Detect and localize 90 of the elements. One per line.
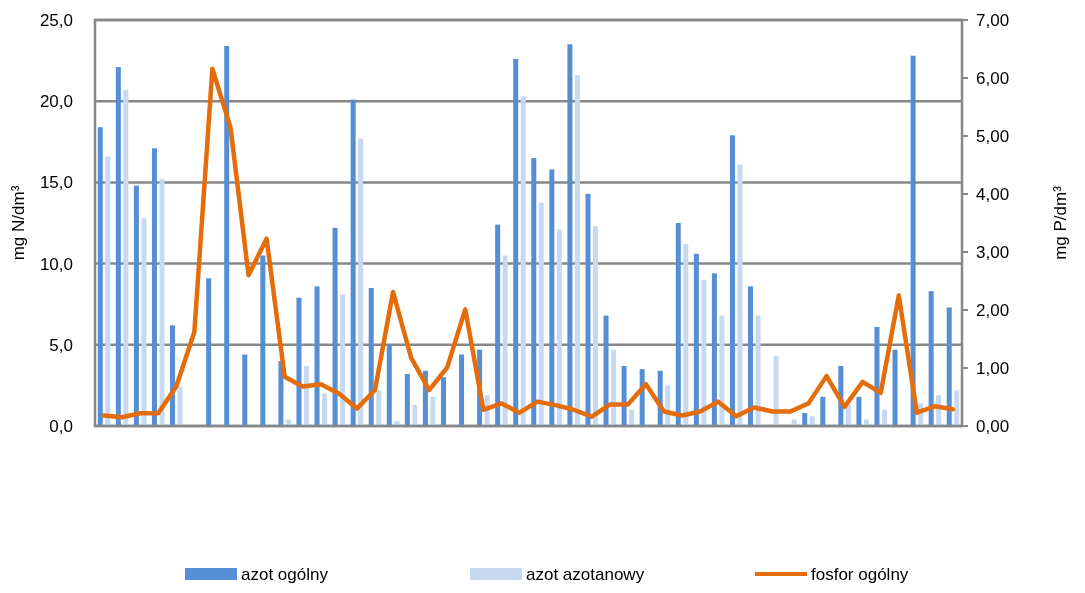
- bar: [296, 297, 302, 426]
- bar: [159, 179, 165, 426]
- bar: [170, 325, 176, 426]
- bar: [502, 255, 508, 426]
- legend-label: fosfor ogólny: [811, 565, 909, 584]
- bar: [404, 374, 410, 426]
- y-tick-label: 20,0: [39, 92, 73, 112]
- bar: [711, 273, 717, 426]
- bar: [513, 58, 519, 426]
- bar: [412, 404, 418, 426]
- y-tick-label: 10,0: [39, 254, 73, 274]
- bar: [675, 223, 681, 426]
- y2-tick-label: 1,00: [976, 358, 1010, 378]
- y-axis-title: mg N/dm³: [9, 185, 28, 261]
- y2-tick-label: 5,00: [976, 126, 1010, 146]
- bar: [386, 344, 392, 426]
- bar: [440, 377, 446, 426]
- y-tick-label: 15,0: [39, 173, 73, 193]
- bar: [322, 393, 328, 426]
- bar: [574, 75, 580, 426]
- bar: [611, 349, 617, 426]
- bar: [495, 224, 501, 426]
- bar: [206, 278, 212, 426]
- y2-tick-label: 4,00: [976, 184, 1010, 204]
- y-tick-label: 25,0: [39, 10, 73, 30]
- bar: [123, 89, 129, 426]
- bar: [260, 255, 266, 426]
- bar: [133, 185, 139, 426]
- bar: [748, 286, 754, 426]
- bar: [809, 416, 815, 426]
- bar: [881, 409, 887, 426]
- bar: [856, 396, 862, 426]
- bar: [567, 44, 573, 426]
- bar: [368, 287, 374, 426]
- bar: [549, 169, 555, 426]
- bar: [820, 396, 826, 426]
- bar: [592, 226, 598, 426]
- bar: [603, 315, 609, 426]
- y2-tick-label: 0,00: [976, 416, 1010, 436]
- bar: [358, 138, 364, 426]
- bar: [376, 390, 382, 426]
- legend-label: azot ogólny: [241, 565, 329, 584]
- bar: [141, 218, 147, 426]
- bar: [531, 158, 537, 426]
- bar: [729, 135, 735, 426]
- bar: [459, 354, 465, 426]
- bar: [520, 96, 526, 426]
- line-series: [101, 66, 956, 420]
- bar: [115, 67, 121, 426]
- bar: [151, 148, 157, 426]
- bar: [278, 361, 284, 426]
- bar: [621, 365, 627, 426]
- bar: [242, 354, 248, 426]
- bar: [845, 404, 851, 426]
- bar: [538, 202, 544, 426]
- y2-tick-label: 2,00: [976, 300, 1010, 320]
- bar: [954, 390, 960, 426]
- bar: [340, 294, 346, 426]
- bar: [892, 349, 898, 426]
- y2-tick-label: 6,00: [976, 68, 1010, 88]
- bar: [874, 326, 880, 426]
- bar: [683, 244, 689, 426]
- bar: [332, 227, 338, 426]
- bar: [303, 365, 309, 426]
- bar: [755, 315, 761, 426]
- bar: [556, 229, 562, 426]
- bar: [105, 156, 111, 426]
- bar: [177, 387, 183, 426]
- bar: [693, 253, 699, 426]
- y-tick-label: 0,0: [49, 416, 73, 436]
- bar: [585, 193, 591, 426]
- bar: [224, 45, 230, 426]
- bar: [719, 315, 725, 426]
- bar: [430, 396, 436, 426]
- y2-tick-label: 3,00: [976, 242, 1010, 262]
- bar: [802, 413, 808, 426]
- y-tick-label: 5,0: [49, 335, 73, 355]
- y2-tick-label: 7,00: [976, 10, 1010, 30]
- legend-label: azot azotanowy: [526, 565, 645, 584]
- bar: [737, 164, 743, 426]
- bar: [910, 55, 916, 426]
- bar: [701, 279, 707, 426]
- bar: [773, 356, 779, 426]
- bar: [629, 409, 635, 426]
- bar: [97, 127, 103, 426]
- bar: [350, 99, 356, 426]
- bar: [928, 291, 934, 426]
- bar: [314, 286, 320, 426]
- bar: [946, 307, 952, 426]
- y2-axis-title: mg P/dm³: [1051, 185, 1070, 260]
